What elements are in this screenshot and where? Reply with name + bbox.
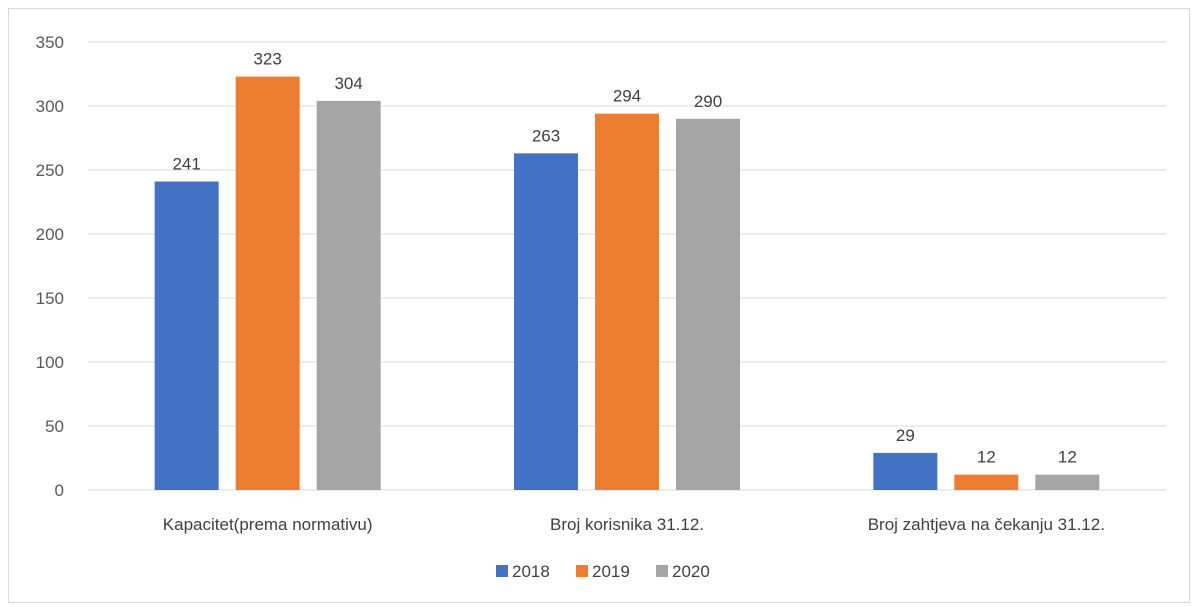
y-tick-label: 300 xyxy=(36,97,64,116)
bar xyxy=(514,153,578,491)
bar xyxy=(235,76,300,490)
legend-label: 2019 xyxy=(592,562,630,581)
y-tick-label: 200 xyxy=(36,225,64,244)
y-tick-label: 150 xyxy=(36,289,64,308)
bar xyxy=(873,452,938,490)
bar xyxy=(676,118,740,491)
data-label: 12 xyxy=(1058,448,1077,467)
bar xyxy=(954,474,1019,490)
y-tick-label: 0 xyxy=(55,481,64,500)
legend-swatch xyxy=(656,565,668,577)
legend-label: 2018 xyxy=(512,562,550,581)
category-label: Kapacitet(prema normativu) xyxy=(163,515,373,534)
legend-label: 2020 xyxy=(672,562,710,581)
data-label: 241 xyxy=(172,155,200,174)
bar xyxy=(316,100,381,490)
data-label: 263 xyxy=(532,126,560,145)
y-tick-label: 100 xyxy=(36,353,64,372)
data-label: 12 xyxy=(977,448,996,467)
bar xyxy=(595,113,659,491)
y-tick-label: 350 xyxy=(36,33,64,52)
category-label: Broj zahtjeva na čekanju 31.12. xyxy=(868,515,1105,534)
y-tick-label: 250 xyxy=(36,161,64,180)
legend-swatch xyxy=(496,565,508,577)
data-label: 304 xyxy=(334,74,362,93)
y-tick-label: 50 xyxy=(45,417,64,436)
category-label: Broj korisnika 31.12. xyxy=(550,515,704,534)
data-label: 29 xyxy=(896,426,915,445)
data-label: 294 xyxy=(613,87,641,106)
bar xyxy=(1035,474,1100,490)
legend-swatch xyxy=(576,565,588,577)
data-label: 323 xyxy=(253,50,281,69)
data-label: 290 xyxy=(694,92,722,111)
bar xyxy=(154,181,219,490)
